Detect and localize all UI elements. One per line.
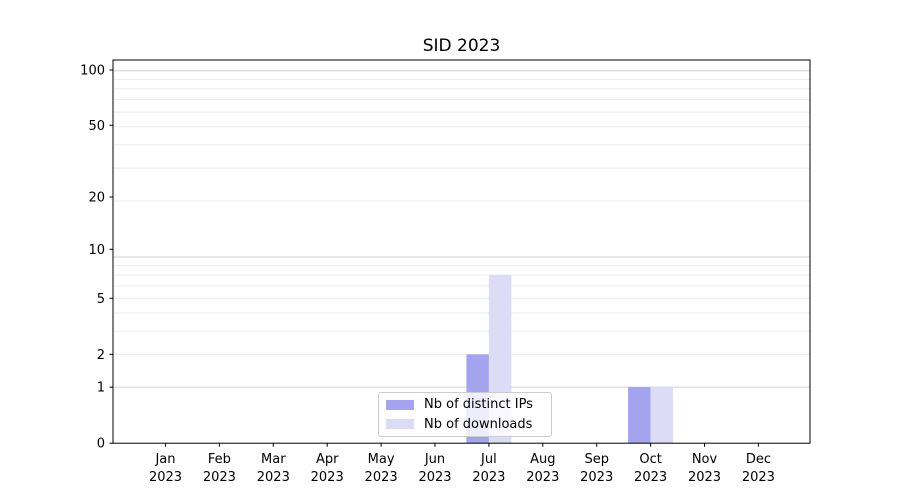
x-tick-label-month: Apr (316, 452, 339, 467)
plot-frame (112, 59, 811, 444)
legend-item-downloads: Nb of downloads (386, 415, 544, 435)
x-tick-label-month: Aug (530, 452, 555, 467)
x-tick-label-month: Nov (692, 452, 718, 467)
y-tick-label: 5 (97, 292, 105, 307)
x-tick-label-month: Mar (261, 452, 286, 467)
x-tick-label-year: 2023 (634, 470, 667, 485)
legend-item-distinct-ips: Nb of distinct IPs (386, 395, 544, 415)
legend-swatch-distinct-ips (386, 399, 414, 410)
x-tick-label-month: Dec (746, 452, 771, 467)
x-tick-label-month: May (368, 452, 395, 467)
chart-title: SID 2023 (422, 36, 501, 56)
bar-oct-series1 (650, 387, 674, 444)
x-tick-label-month: Jul (480, 452, 497, 467)
x-tick-label-year: 2023 (742, 470, 775, 485)
y-tick-label: 2 (97, 348, 105, 363)
x-tick-label-month: Jun (424, 452, 445, 467)
y-tick-label: 100 (80, 63, 105, 78)
x-tick-label-year: 2023 (472, 470, 505, 485)
y-tick-label: 50 (88, 119, 105, 134)
x-tick-label-year: 2023 (365, 470, 398, 485)
x-tick-label-year: 2023 (149, 470, 182, 485)
y-tick-label: 10 (88, 243, 105, 258)
x-tick-label-month: Sep (584, 452, 609, 467)
x-tick-label-month: Oct (639, 452, 661, 467)
x-tick-label-year: 2023 (580, 470, 613, 485)
x-tick-label-year: 2023 (688, 470, 721, 485)
x-tick-label-month: Jan (154, 452, 175, 467)
y-tick-label: 20 (88, 191, 105, 206)
legend-label-downloads: Nb of downloads (424, 416, 533, 432)
y-tick-label: 0 (97, 437, 105, 452)
x-tick-label-year: 2023 (257, 470, 290, 485)
y-tick-label: 1 (97, 381, 105, 396)
x-tick-label-year: 2023 (203, 470, 236, 485)
legend-label-distinct-ips: Nb of distinct IPs (424, 397, 533, 413)
x-tick-label-month: Feb (208, 452, 231, 467)
x-tick-label-year: 2023 (311, 470, 344, 485)
x-tick-label-year: 2023 (526, 470, 559, 485)
legend: Nb of distinct IPs Nb of downloads (378, 392, 552, 437)
bar-oct-series0 (628, 387, 651, 444)
x-tick-label-year: 2023 (418, 470, 451, 485)
legend-swatch-downloads (386, 419, 414, 430)
